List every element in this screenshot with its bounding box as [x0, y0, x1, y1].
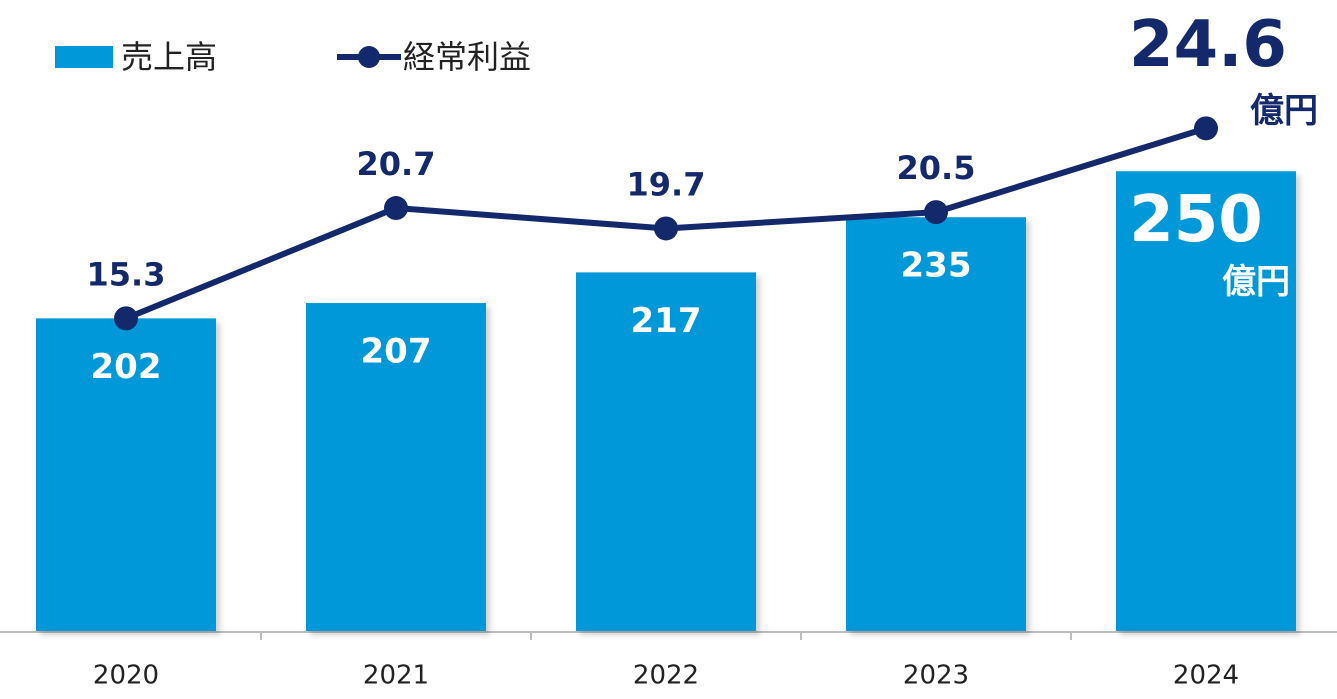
legend-marker [358, 46, 380, 68]
legend-label: 売上高 [121, 38, 217, 76]
x-tick-label: 2020 [93, 661, 159, 691]
bar [576, 272, 756, 631]
bar-value-label: 202 [91, 347, 162, 387]
line-marker [114, 306, 138, 331]
bar [846, 217, 1026, 631]
line-value-label: 15.3 [87, 255, 166, 293]
bar-value-label: 217 [631, 301, 702, 341]
line-value-label: 20.7 [357, 145, 436, 183]
bar-value-label: 207 [361, 332, 432, 372]
legend-label: 経常利益 [403, 38, 531, 76]
line-value-label: 19.7 [627, 165, 706, 203]
line-marker [1194, 116, 1218, 141]
x-tick-label: 2021 [363, 661, 429, 691]
bar [306, 303, 486, 631]
line-value-label: 20.5 [897, 149, 976, 187]
line-unit-label: 億円 [1250, 91, 1318, 131]
bar-value-label: 250 [1129, 183, 1263, 257]
legend-swatch [55, 46, 113, 68]
x-tick-label: 2023 [903, 661, 969, 691]
line-value-label: 24.6 [1129, 8, 1287, 82]
bar [36, 318, 216, 631]
line-marker [384, 196, 408, 221]
line-marker [924, 200, 948, 225]
bar-unit-label: 億円 [1222, 262, 1290, 302]
bar-value-label: 235 [901, 246, 972, 286]
x-tick-label: 2022 [633, 661, 699, 691]
line-marker [654, 216, 678, 241]
bar [1116, 171, 1296, 631]
x-tick-label: 2024 [1173, 661, 1239, 691]
